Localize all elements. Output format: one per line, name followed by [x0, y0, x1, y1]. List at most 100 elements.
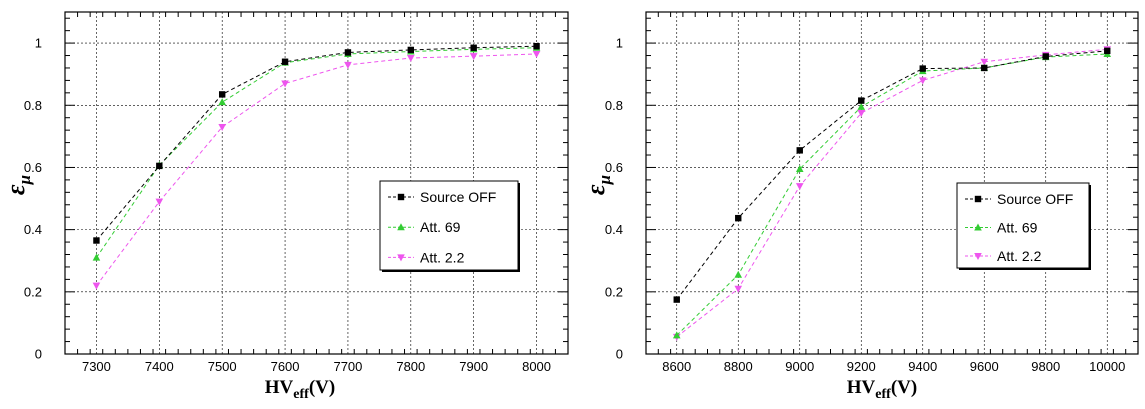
legend-label: Att. 2.2: [997, 248, 1042, 264]
legend-label: Att. 69: [420, 219, 461, 235]
y-tick-label: 0.4: [605, 222, 623, 237]
data-point: [734, 285, 743, 293]
series-line: [96, 47, 537, 258]
x-tick-label: 7500: [208, 359, 237, 374]
data-point: [672, 331, 681, 339]
legend-label: Att. 69: [997, 220, 1038, 236]
y-axis-label: εμ: [581, 175, 614, 195]
x-axis-label: HVeff(V): [265, 377, 335, 402]
data-point: [156, 162, 163, 170]
data-point: [407, 46, 415, 54]
x-tick-label: 7600: [271, 359, 300, 374]
data-point: [795, 183, 804, 191]
x-tick-label: 7400: [145, 359, 174, 374]
data-point: [281, 80, 289, 88]
x-tick-label: 7300: [82, 359, 111, 374]
legend-marker: [974, 195, 982, 203]
legend-marker: [974, 253, 982, 261]
y-tick-label: 1: [616, 36, 623, 51]
data-point: [407, 55, 415, 63]
data-point: [734, 270, 743, 278]
chart-panel-2: 8600 8800 9000 9200 9400 9600 9800 10000 0 0.2 0.4…: [581, 11, 1139, 402]
y-tick-label: 0.8: [24, 98, 42, 113]
data-point: [1042, 53, 1049, 60]
data-point: [735, 214, 742, 222]
x-tick-label: 8600: [662, 359, 691, 374]
legend-marker: [397, 254, 405, 262]
data-point: [344, 61, 352, 69]
data-point: [533, 43, 540, 50]
y-tick-label: 0.2: [24, 284, 42, 299]
legend-entry: Att. 69: [965, 220, 1038, 236]
data-point: [795, 165, 804, 173]
x-tick-label: 9200: [847, 359, 876, 374]
legend-label: Source OFF: [997, 191, 1073, 207]
y-tick-label: 0.2: [605, 284, 623, 299]
data-point: [673, 296, 680, 303]
y-tick-label: 0.4: [24, 222, 42, 237]
data-point: [344, 49, 352, 56]
y-axis-label-sub: μ: [595, 175, 614, 185]
legend-entry: Att. 69: [388, 219, 461, 235]
data-point: [858, 97, 865, 104]
y-tick-label: 0: [35, 347, 42, 362]
y-tick-label: 0.6: [24, 160, 42, 175]
series-line: [676, 53, 1108, 336]
x-axis-label-main: HV: [847, 377, 876, 398]
legend: Source OFF Att. 69 Att. 2.2: [956, 182, 1091, 270]
x-axis-label-sub: eff: [293, 387, 309, 402]
x-tick-label: 8800: [724, 359, 753, 374]
y-tick-label: 0: [616, 347, 623, 362]
data-point: [92, 282, 101, 290]
y-tick-label: 0.6: [605, 160, 623, 175]
x-axis-label-sub: eff: [875, 387, 891, 402]
x-tick-label: 8000: [522, 359, 551, 374]
legend-marker: [397, 193, 405, 201]
series-line: [676, 48, 1108, 338]
y-tick-label: 0.8: [605, 98, 623, 113]
legend-label: Att. 2.2: [420, 249, 465, 265]
legend-marker: [974, 223, 982, 231]
x-tick-label: 9800: [1031, 359, 1060, 374]
data-point: [93, 237, 100, 244]
data-point: [469, 53, 478, 61]
series-1: [673, 47, 1111, 303]
x-tick-label: 9000: [785, 359, 814, 374]
series-line: [676, 50, 1108, 300]
x-axis-label: HVeff(V): [847, 377, 917, 402]
x-axis-label-main: HV: [265, 377, 294, 398]
x-tick-label: 9600: [970, 359, 999, 374]
x-tick-label: 7900: [459, 359, 488, 374]
data-point: [1104, 47, 1111, 55]
data-point: [155, 198, 164, 206]
legend-label: Source OFF: [420, 189, 496, 205]
series-1: [93, 43, 540, 244]
x-axis-label-unit: (V): [891, 377, 917, 398]
y-axis-label-main: ε: [581, 184, 610, 195]
legend-entry: Att. 2.2: [965, 248, 1042, 264]
x-tick-label: 7800: [396, 359, 425, 374]
x-tick-label: 9400: [908, 359, 937, 374]
data-point: [796, 147, 803, 154]
data-point: [857, 110, 866, 118]
y-axis-label-main: ε: [1, 184, 30, 195]
series-3: [92, 50, 541, 290]
data-point: [92, 253, 101, 261]
y-tick-label: 1: [35, 36, 42, 51]
legend: Source OFF Att. 69 Att. 2.2: [379, 180, 520, 272]
x-tick-label: 10000: [1089, 359, 1125, 374]
data-point: [281, 58, 289, 65]
series-line: [96, 53, 537, 286]
data-point: [857, 102, 866, 110]
legend-marker: [397, 223, 405, 231]
data-point: [218, 98, 226, 106]
data-point: [218, 124, 226, 132]
series-line: [96, 45, 537, 241]
y-axis-label: εμ: [1, 175, 34, 195]
y-axis-label-sub: μ: [15, 175, 34, 185]
data-point: [532, 50, 541, 58]
data-point: [981, 64, 988, 72]
chart-panel-1: 7300 7400 7500 7600 7700 7800 7900 8000 0 0.2 0.4 0…: [1, 11, 569, 402]
